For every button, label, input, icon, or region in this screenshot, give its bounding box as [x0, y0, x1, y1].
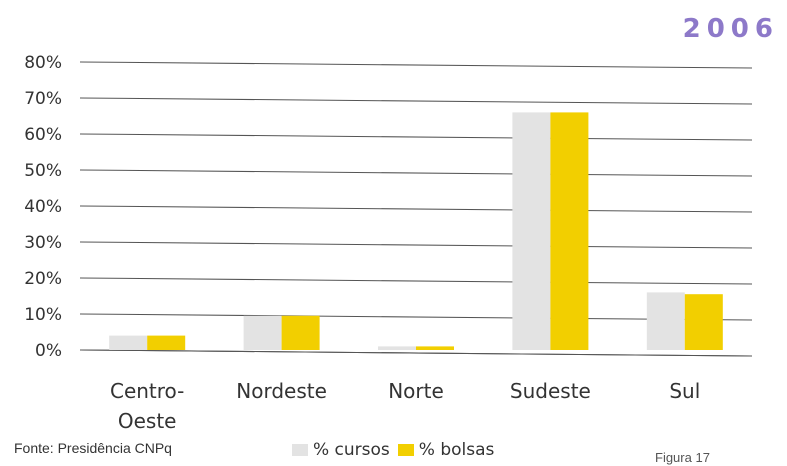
y-tick-label: 10%: [24, 305, 62, 325]
x-axis-line: [79, 349, 753, 357]
gridline: [79, 133, 753, 141]
legend-label-cursos: % cursos: [313, 440, 390, 460]
x-tick-label: Oeste: [118, 409, 177, 433]
legend-swatch-bolsas: [397, 444, 414, 456]
chart-header-year: 2006: [682, 14, 779, 44]
bar-cursos-norte: [378, 346, 416, 350]
y-tick-label: 40%: [24, 197, 62, 217]
x-tick-label: Centro-: [110, 379, 184, 403]
gridline: [79, 241, 753, 249]
y-tick-label: 20%: [24, 269, 62, 289]
bar-bolsas-sul: [684, 294, 723, 350]
bar-cursos-nordeste: [243, 315, 282, 350]
legend-label-bolsas: % bolsas: [418, 440, 495, 460]
figure-label: Figura 17: [655, 450, 710, 465]
gridline: [79, 313, 753, 321]
y-tick-label: 60%: [24, 125, 62, 145]
legend-swatch-cursos: [292, 444, 308, 456]
gridline: [79, 277, 753, 285]
gridline: [79, 61, 753, 69]
bar-bolsas-nordeste: [281, 315, 320, 350]
bar-bolsas-sudeste: [550, 112, 589, 351]
legend-item-bolsas: % bolsas: [397, 440, 495, 460]
bar-bolsas-centro-oeste: [147, 335, 186, 350]
x-tick-label: Sul: [669, 379, 700, 403]
source-note: Fonte: Presidência CNPq: [14, 440, 172, 456]
chart-legend: % cursos % bolsas: [292, 440, 494, 460]
y-tick-label: 30%: [24, 233, 62, 253]
x-tick-label: Norte: [388, 379, 444, 403]
bar-cursos-sudeste: [512, 112, 551, 351]
bar-bolsas-norte: [416, 346, 454, 350]
gridline: [79, 97, 753, 105]
legend-item-cursos: % cursos: [292, 440, 390, 460]
y-tick-label: 80%: [24, 53, 62, 73]
y-tick-label: 0%: [35, 341, 62, 361]
gridline: [79, 205, 753, 213]
y-tick-label: 70%: [24, 89, 62, 109]
y-tick-label: 50%: [24, 161, 62, 181]
x-tick-label: Sudeste: [510, 379, 591, 403]
bar-cursos-centro-oeste: [109, 335, 148, 350]
x-tick-label: Nordeste: [236, 379, 327, 403]
bar-cursos-sul: [646, 292, 685, 350]
gridline: [79, 169, 753, 177]
